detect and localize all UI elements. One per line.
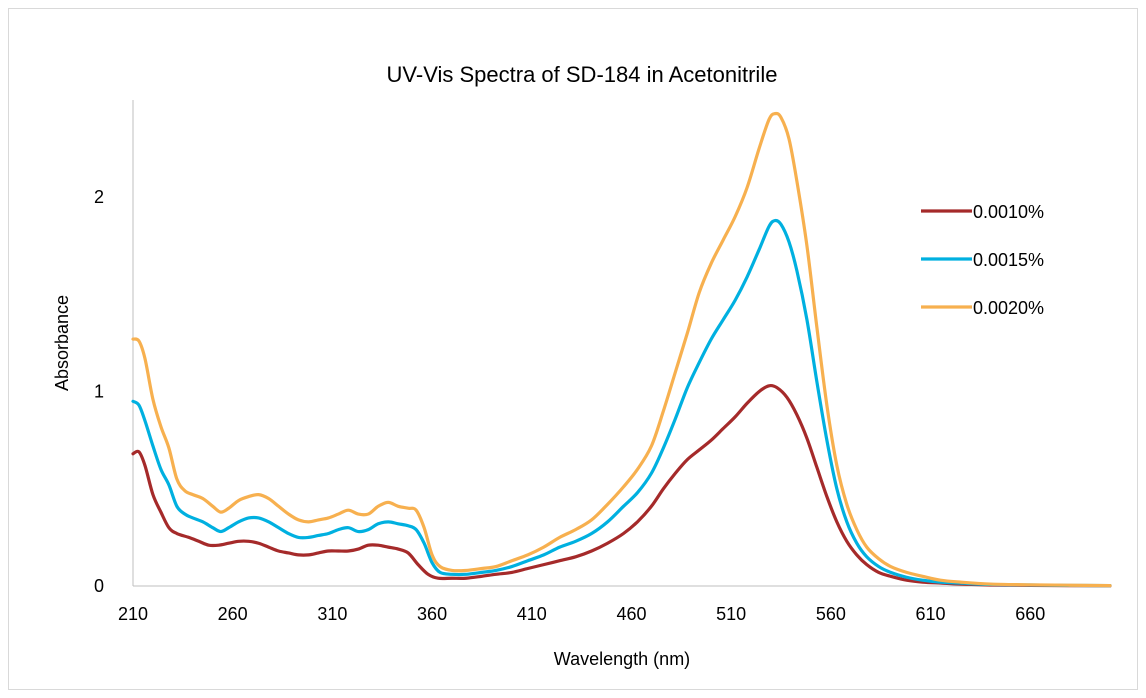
series-line-1 [131, 383, 1112, 588]
legend: 0.0010% 0.0015% 0.0020% [921, 202, 1044, 318]
legend-label-3: 0.0020% [973, 298, 1044, 318]
y-tick-label: 1 [94, 382, 104, 402]
x-tick-label: 310 [317, 604, 347, 624]
series-line-2 [131, 218, 1112, 588]
y-axis-label: Absorbance [52, 295, 72, 391]
x-tick-label: 510 [716, 604, 746, 624]
series-group [131, 111, 1112, 588]
legend-label-1: 0.0010% [973, 202, 1044, 222]
x-tick-label: 610 [916, 604, 946, 624]
legend-label-2: 0.0015% [973, 250, 1044, 270]
chart-title: UV-Vis Spectra of SD-184 in Acetonitrile [387, 62, 778, 87]
y-tick-label: 0 [94, 576, 104, 596]
x-tick-label: 260 [218, 604, 248, 624]
x-tick-label: 460 [616, 604, 646, 624]
y-tick-label: 2 [94, 187, 104, 207]
series-line-3 [131, 111, 1112, 588]
x-tick-label: 410 [517, 604, 547, 624]
x-tick-label: 210 [118, 604, 148, 624]
axes-group: 210 260 310 360 410 460 510 560 610 660 0 1 2 [94, 100, 1110, 624]
x-tick-label: 560 [816, 604, 846, 624]
x-tick-label: 360 [417, 604, 447, 624]
chart-frame [8, 8, 1138, 690]
x-tick-label: 660 [1015, 604, 1045, 624]
x-axis-label: Wavelength (nm) [554, 649, 690, 669]
